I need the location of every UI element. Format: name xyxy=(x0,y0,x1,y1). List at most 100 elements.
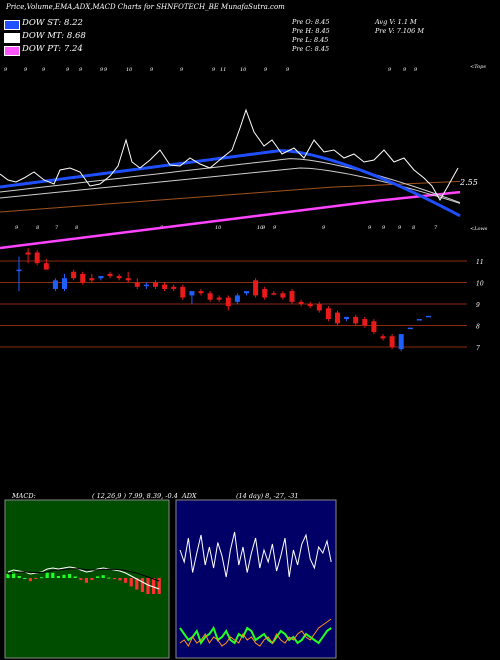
top-tick: 9 xyxy=(4,67,8,73)
macd-histogram-bar xyxy=(23,578,27,579)
candle-body xyxy=(325,308,331,320)
macd-histogram-bar xyxy=(129,578,133,587)
legend-label-st: DOW ST: 8.22 xyxy=(22,18,83,28)
macd-histogram-bar xyxy=(118,578,122,581)
adx-minus-di-line xyxy=(179,618,332,647)
bottom-tick: 8 xyxy=(75,225,78,231)
price-line xyxy=(0,108,459,202)
top-tick: 9 xyxy=(42,67,46,73)
candle-body xyxy=(216,297,222,300)
macd-histogram-bar xyxy=(17,576,21,578)
candle-body xyxy=(389,336,395,347)
candle-body xyxy=(380,336,386,339)
candle-body xyxy=(171,286,177,289)
candle-body xyxy=(371,321,377,332)
top-tick: 9 xyxy=(66,67,70,73)
macd-histogram-bar xyxy=(56,576,60,578)
level-label: 11 xyxy=(476,259,484,266)
candle-body xyxy=(362,319,368,326)
prev-volume: Pre V: 7.106 M xyxy=(375,27,425,35)
macd-params: ( 12,26,9 ) 7.99, 8.39, -0.4 xyxy=(92,492,178,500)
macd-histogram-bar xyxy=(140,578,144,592)
candle-body xyxy=(407,327,413,330)
macd-histogram-bar xyxy=(40,577,44,579)
macd-histogram-bar xyxy=(6,574,10,578)
candle-body xyxy=(162,284,168,289)
legend-label-pt: DOW PT: 7.24 xyxy=(22,44,83,54)
macd-histogram-bar xyxy=(62,574,66,578)
candle-body xyxy=(134,282,140,287)
candle-body xyxy=(125,278,131,281)
bottom-tick: 9 xyxy=(273,225,277,231)
macd-signal-line xyxy=(7,568,160,582)
candle-body xyxy=(71,271,77,279)
candle-body xyxy=(207,293,213,300)
level-label: 7 xyxy=(476,345,480,352)
macd-histogram-bar xyxy=(28,578,32,582)
bottom-tick: 9 xyxy=(322,225,326,231)
candle-body xyxy=(289,291,295,302)
bottom-tick: 8 xyxy=(36,225,39,231)
legend-swatch-st xyxy=(4,20,20,30)
top-tick: 9 xyxy=(79,67,83,73)
candle-body xyxy=(98,276,104,279)
macd-histogram-bar xyxy=(112,578,116,580)
ohlc-low: Pre L: 8.45 xyxy=(292,36,329,44)
macd-histogram-bar xyxy=(157,578,161,594)
candle-body xyxy=(52,280,58,289)
candle-body xyxy=(426,315,431,318)
macd-histogram-bar xyxy=(73,576,77,578)
macd-histogram-bar xyxy=(84,578,88,583)
candle-body xyxy=(307,304,313,307)
candle-body xyxy=(43,263,49,270)
candle-body xyxy=(116,276,122,279)
avg-volume: Avg V: 1.1 M xyxy=(375,18,417,26)
candle-body xyxy=(353,316,359,324)
level-label: 9 xyxy=(476,302,480,309)
level-label: 10 xyxy=(476,281,484,288)
bottom-tick: 7 xyxy=(434,225,438,231)
candle-body xyxy=(34,252,40,264)
macd-histogram-bar xyxy=(96,576,100,578)
macd-histogram-bar xyxy=(68,574,72,578)
macd-histogram-bar xyxy=(124,578,128,583)
macd-histogram-bar xyxy=(101,575,105,578)
bottom-tick: 9 xyxy=(368,225,372,231)
candle-body xyxy=(80,273,86,283)
candle-body xyxy=(271,293,277,295)
adx-params: (14 day) 8, -27, -31 xyxy=(236,492,299,500)
ema-st-line xyxy=(0,149,461,218)
candle-body xyxy=(262,288,268,298)
candle-body xyxy=(16,269,22,272)
macd-histogram-bar xyxy=(12,572,16,578)
candle-body xyxy=(89,278,95,281)
candle-body xyxy=(253,280,259,296)
candle-body xyxy=(244,291,249,294)
macd-histogram-bar xyxy=(152,578,156,594)
bottom-tick: 9 xyxy=(398,225,402,231)
top-tick: 9 xyxy=(180,67,184,73)
top-tick: 9 xyxy=(403,67,407,73)
top-tick: 10 xyxy=(126,67,133,73)
candle-body xyxy=(153,282,158,287)
candle-body xyxy=(143,284,149,287)
ohlc-open: Pre O: 8.45 xyxy=(292,18,330,26)
adx-title: ADX xyxy=(182,492,197,500)
candle-body xyxy=(416,319,422,321)
candle-body xyxy=(198,291,204,294)
macd-histogram-bar xyxy=(45,572,49,578)
last-value-label: 2.55 xyxy=(459,178,478,187)
candle-body xyxy=(62,278,67,289)
top-tick: 9 xyxy=(24,67,28,73)
bottom-tick: 9 xyxy=(15,225,19,231)
bottom-tick: 9 xyxy=(382,225,386,231)
level-label: 8 xyxy=(476,324,480,331)
ohlc-high: Pre H: 8.45 xyxy=(292,27,330,35)
macd-title: MACD: xyxy=(12,492,36,500)
candle-body xyxy=(180,286,186,298)
ema-white-line-1 xyxy=(0,167,461,204)
candle-body xyxy=(298,301,304,304)
candle-body xyxy=(225,297,231,307)
candle-body xyxy=(107,273,113,277)
